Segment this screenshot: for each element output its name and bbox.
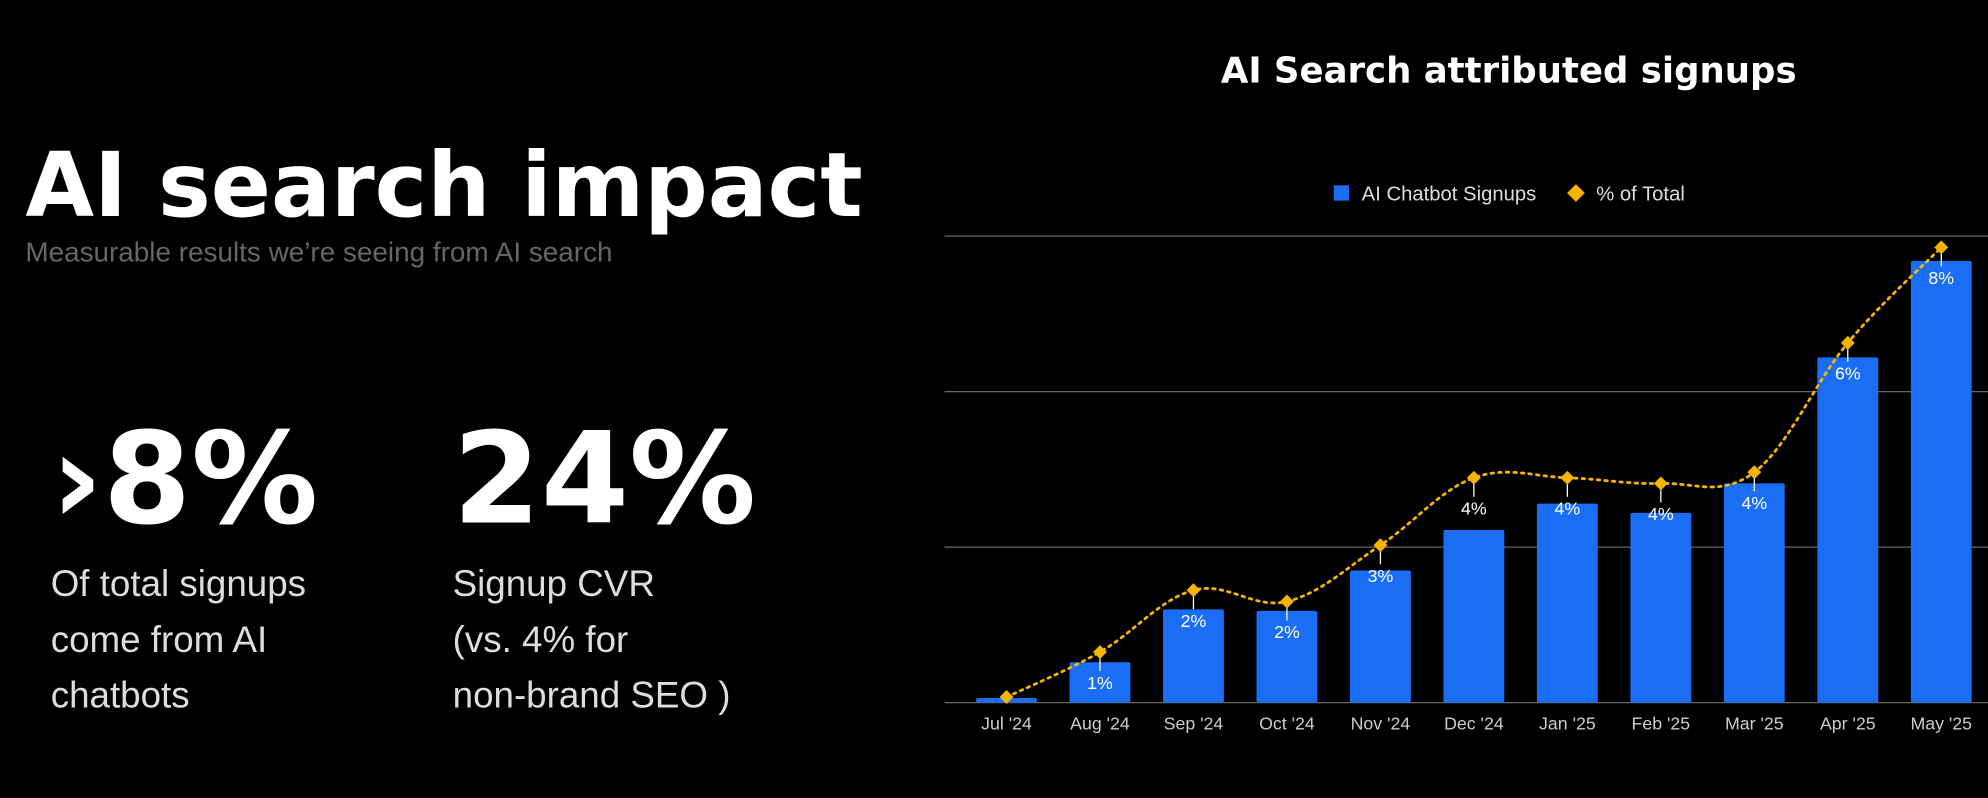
stat-text: Signup CVR [453,563,655,604]
value-label: 4% [1648,504,1674,524]
bar [1817,357,1879,703]
chart-title: AI Search attributed signups [1221,51,1797,92]
point [1279,594,1294,609]
line [1005,245,1943,699]
x-tick-label: Oct '24 [1259,713,1315,733]
point [1373,538,1388,553]
bar [1910,260,1972,703]
legend-swatch [1333,185,1349,201]
stat-text: come from AI [51,619,267,660]
value-label: 4% [1555,499,1581,519]
value-label: 8% [1928,268,1954,288]
x-tick-label: Jan '25 [1539,713,1596,733]
point [1186,583,1201,598]
bar [1349,570,1411,703]
x-tick-label: Mar '25 [1725,713,1784,733]
x-tick-label: Jul '24 [981,713,1032,733]
value-label: 2% [1274,622,1300,642]
bar [1723,483,1785,703]
bar [1630,512,1692,703]
stat-text: chatbots [51,675,190,716]
x-tick-label: Nov '24 [1351,713,1411,733]
slide-subtitle: Measurable results we’re seeing from AI … [25,236,612,267]
x-tick-label: Aug '24 [1070,713,1130,733]
point [1747,465,1762,480]
value-label: 4% [1461,499,1487,519]
value-label: 4% [1741,493,1767,513]
stat-text: non-brand SEO ) [453,675,731,716]
bar [1163,609,1224,703]
bar [1256,610,1318,703]
bar [1536,503,1598,703]
legend-label: % of Total [1596,184,1685,206]
stat-text: Of total signups [51,563,306,604]
bar [1443,530,1505,703]
point [1934,240,1949,255]
legend-label: AI Chatbot Signups [1362,184,1537,206]
point [1840,335,1855,350]
point [1653,476,1668,491]
x-tick-label: Feb '25 [1632,713,1691,733]
legend-swatch [1567,184,1585,202]
point [1466,470,1481,485]
value-label: 6% [1835,364,1861,384]
stat-text: (vs. 4% for [453,619,629,660]
bar [1069,662,1131,703]
x-tick-label: Apr '25 [1820,713,1876,733]
slide-title: AI search impact [25,134,862,237]
stat-value: ›8% [51,405,318,553]
stat-value: 24% [453,405,756,553]
value-label: 2% [1181,611,1207,631]
point [1093,645,1107,660]
point [1560,470,1575,485]
x-tick-label: May '25 [1910,713,1972,733]
value-label: 1% [1087,673,1113,693]
value-label: 3% [1368,566,1394,586]
x-tick-label: Dec '24 [1444,713,1504,733]
x-tick-label: Sep '24 [1164,713,1224,733]
